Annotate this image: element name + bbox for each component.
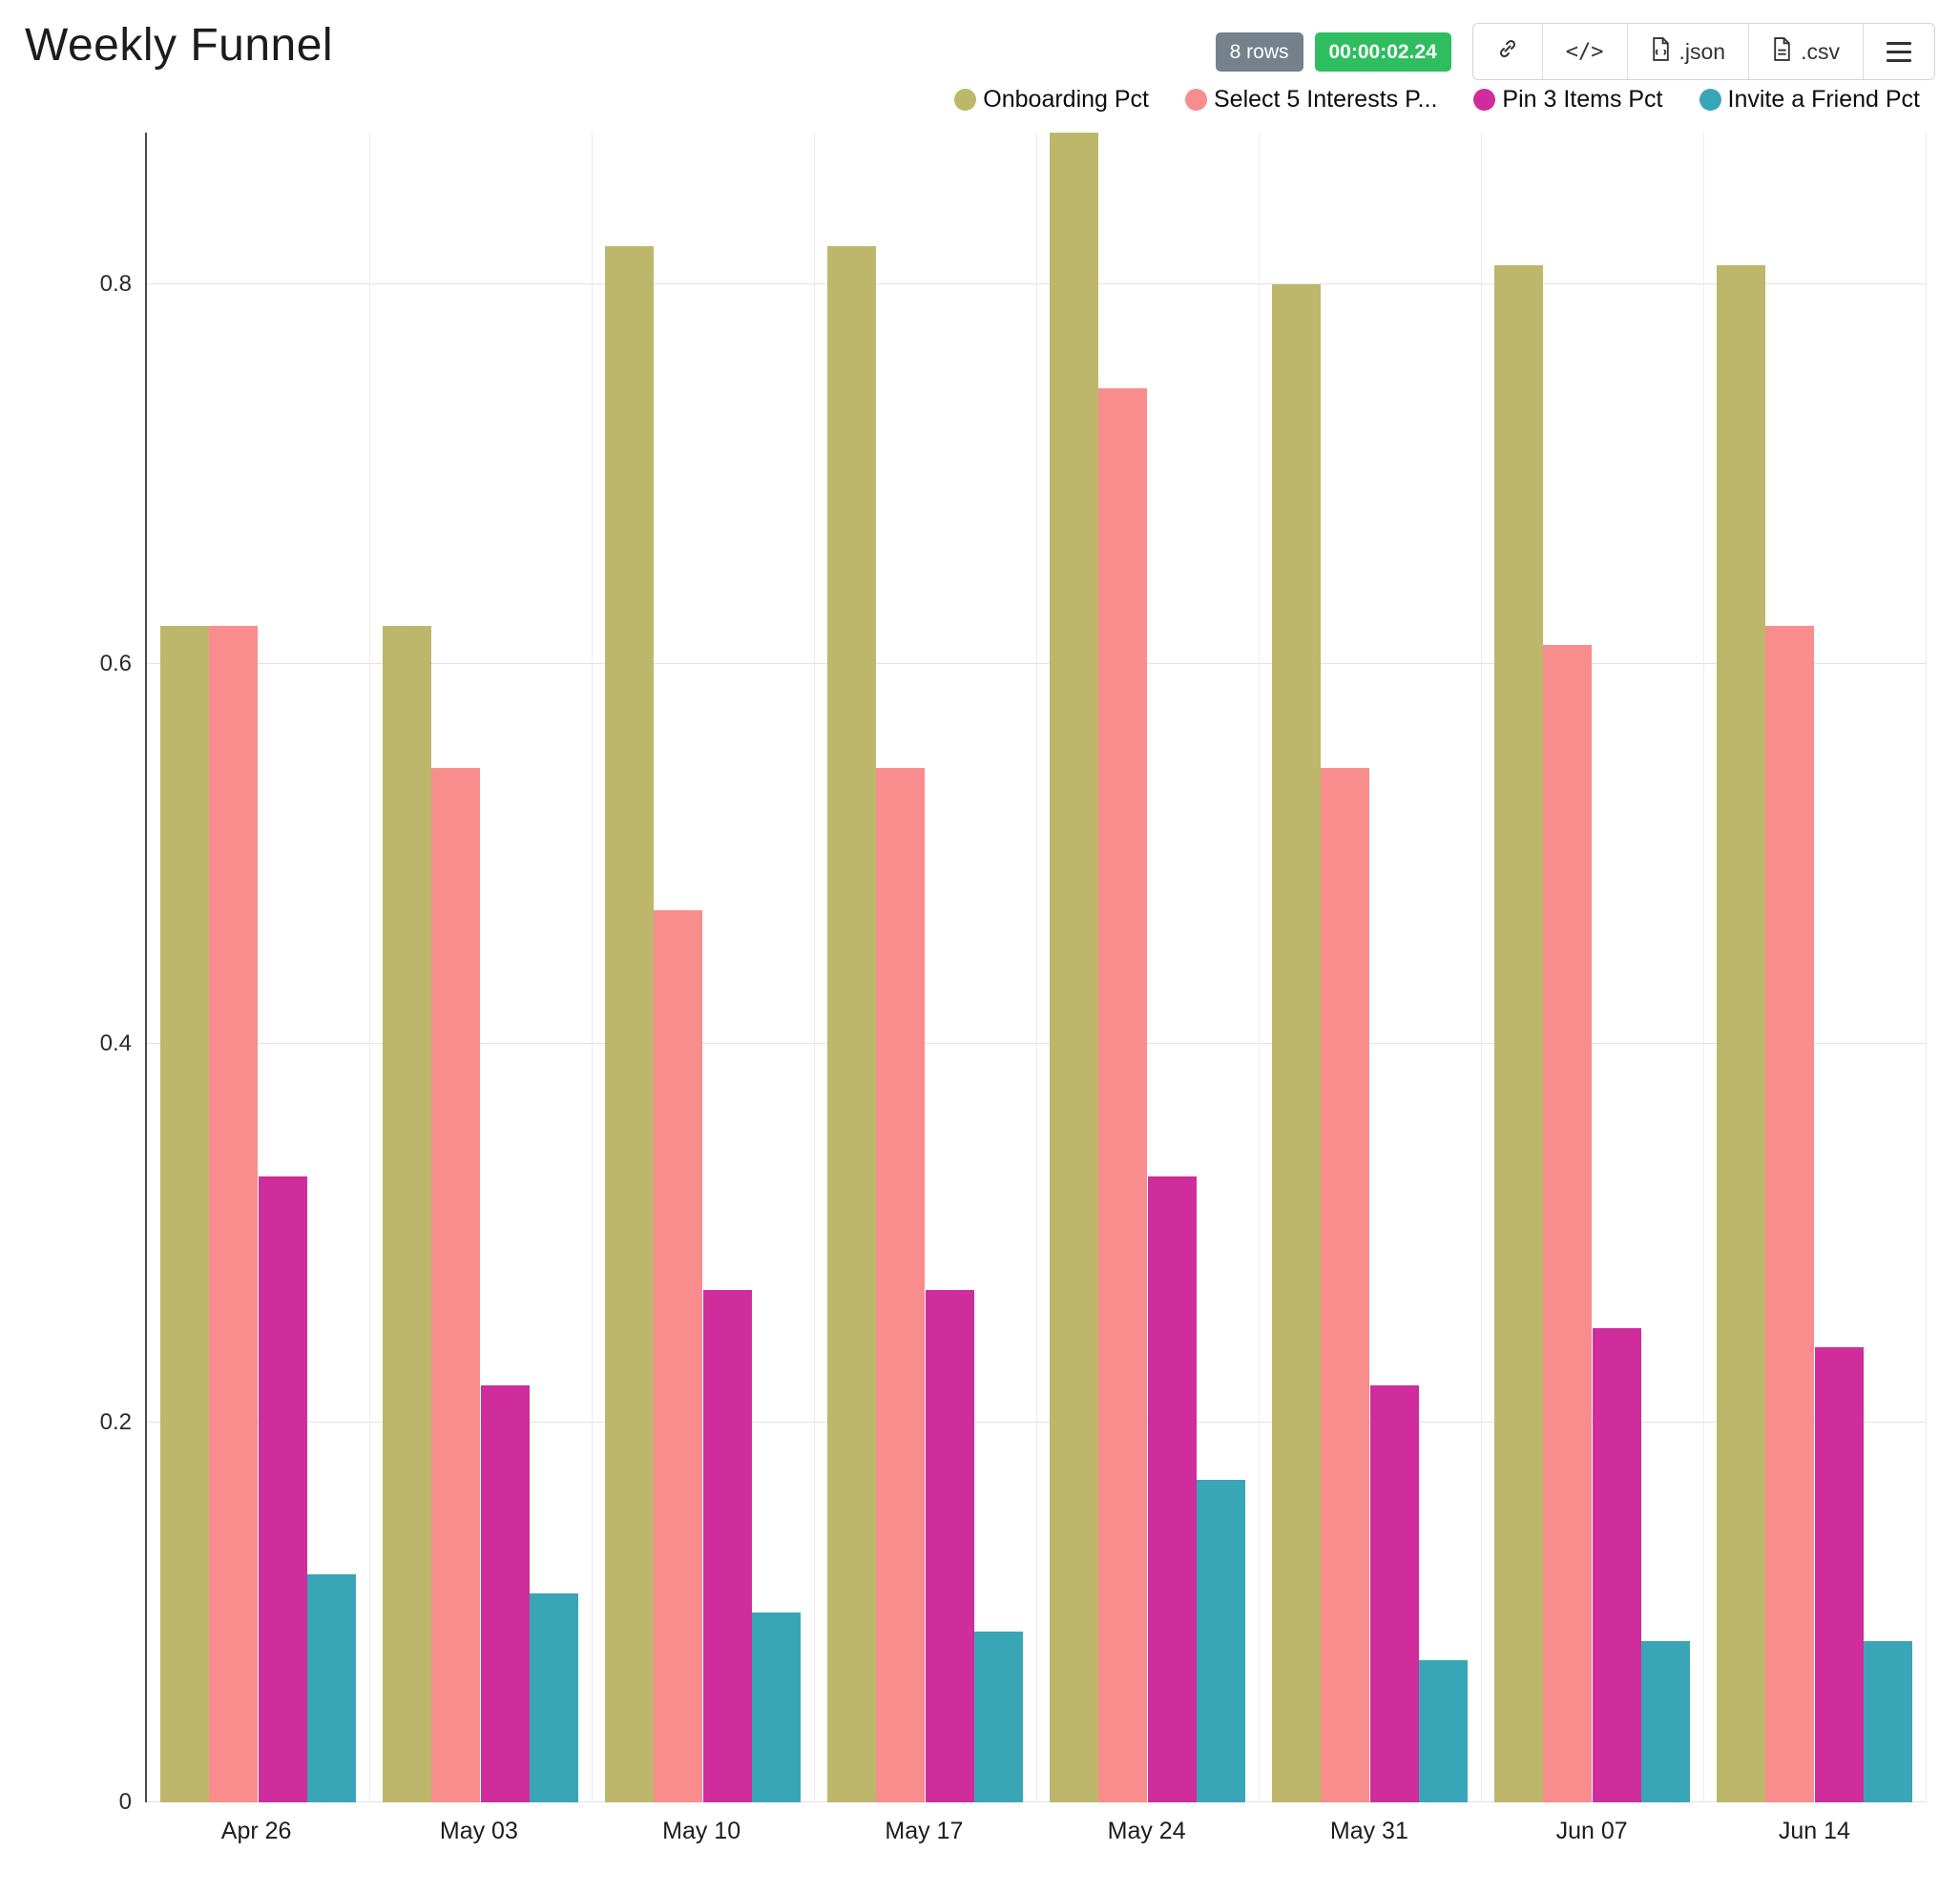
x-axis-label: Jun 14 bbox=[1778, 1818, 1850, 1844]
v-gridline bbox=[814, 133, 815, 1802]
x-axis-label: May 10 bbox=[662, 1818, 741, 1844]
header: Weekly Funnel 8 rows 00:00:02.24 </> bbox=[0, 0, 1960, 80]
chart-legend: Onboarding Pct Select 5 Interests P... Pin… bbox=[0, 86, 1920, 114]
y-axis-label: 0.6 bbox=[99, 650, 132, 676]
bar-pin-3-items-pct-jun-14 bbox=[1814, 1346, 1864, 1802]
link-icon bbox=[1496, 37, 1519, 66]
y-axis-label: 0.2 bbox=[99, 1409, 132, 1436]
v-gridline bbox=[592, 133, 593, 1802]
csv-button-label: .csv bbox=[1801, 38, 1840, 64]
bar-invite-a-friend-pct-apr-26 bbox=[306, 1574, 356, 1802]
y-axis-label: 0 bbox=[118, 1789, 132, 1815]
y-axis-label: 0.8 bbox=[99, 271, 132, 298]
plot-wrap: 0 0.2 0.4 0.6 0.8 bbox=[100, 133, 1927, 1815]
y-axis-label: 0.4 bbox=[99, 1030, 132, 1056]
bar-select-5-interests-p-jun-07 bbox=[1543, 644, 1593, 1802]
legend-item-onboarding-pct[interactable]: Onboarding Pct bbox=[954, 86, 1149, 114]
plot: 0 0.2 0.4 0.6 0.8 bbox=[100, 133, 1927, 1815]
json-button-label: .json bbox=[1679, 38, 1726, 64]
bar-invite-a-friend-pct-jun-14 bbox=[1863, 1640, 1912, 1802]
bar-select-5-interests-p-may-24 bbox=[1098, 388, 1148, 1802]
x-axis-label: May 17 bbox=[885, 1818, 964, 1844]
legend-dot-icon bbox=[1699, 89, 1721, 111]
chart-area: Onboarding Pct Select 5 Interests P... Pin… bbox=[0, 86, 1960, 1856]
bar-onboarding-pct-jun-07 bbox=[1493, 265, 1544, 1802]
bar-invite-a-friend-pct-may-31 bbox=[1418, 1659, 1468, 1802]
x-axis: Apr 26 May 03 May 10 May 17 May 24 May 31 Jun … bbox=[145, 1802, 1926, 1856]
json-file-icon bbox=[1651, 36, 1671, 67]
bar-pin-3-items-pct-jun-07 bbox=[1592, 1327, 1641, 1802]
bar-invite-a-friend-pct-may-10 bbox=[751, 1612, 801, 1802]
legend-item-select-5-interests-p[interactable]: Select 5 Interests P... bbox=[1185, 86, 1437, 114]
legend-item-pin-3-items-pct[interactable]: Pin 3 Items Pct bbox=[1473, 86, 1663, 114]
bar-select-5-interests-p-may-17 bbox=[876, 768, 926, 1802]
legend-dot-icon bbox=[1185, 89, 1207, 111]
bar-onboarding-pct-apr-26 bbox=[159, 626, 210, 1802]
bar-select-5-interests-p-apr-26 bbox=[209, 626, 259, 1802]
menu-button[interactable] bbox=[1863, 24, 1934, 79]
bar-onboarding-pct-jun-14 bbox=[1716, 265, 1766, 1802]
bar-select-5-interests-p-may-03 bbox=[431, 768, 481, 1802]
show-code-button[interactable]: </> bbox=[1541, 24, 1627, 79]
legend-label: Pin 3 Items Pct bbox=[1502, 86, 1663, 113]
code-icon: </> bbox=[1565, 39, 1604, 64]
x-axis-label: May 31 bbox=[1329, 1818, 1408, 1844]
download-json-button[interactable]: .json bbox=[1626, 24, 1749, 79]
bar-onboarding-pct-may-31 bbox=[1271, 284, 1322, 1802]
x-axis-label: Jun 07 bbox=[1555, 1818, 1628, 1844]
legend-label: Select 5 Interests P... bbox=[1214, 86, 1438, 113]
bar-pin-3-items-pct-may-31 bbox=[1369, 1384, 1419, 1802]
page-title: Weekly Funnel bbox=[25, 20, 334, 71]
v-gridline bbox=[1036, 133, 1037, 1802]
rows-count-badge: 8 rows bbox=[1215, 31, 1303, 72]
v-gridline bbox=[1259, 133, 1260, 1802]
bar-onboarding-pct-may-03 bbox=[382, 626, 432, 1802]
v-gridline bbox=[1926, 133, 1927, 1802]
legend-dot-icon bbox=[1473, 89, 1496, 111]
menu-icon bbox=[1887, 41, 1911, 62]
v-gridline bbox=[369, 133, 370, 1802]
timer-badge: 00:00:02.24 bbox=[1314, 31, 1451, 72]
x-axis-label: May 03 bbox=[439, 1818, 518, 1844]
bar-onboarding-pct-may-10 bbox=[604, 246, 655, 1802]
legend-dot-icon bbox=[954, 89, 977, 111]
bar-onboarding-pct-may-24 bbox=[1049, 133, 1099, 1802]
link-button[interactable] bbox=[1472, 24, 1542, 79]
bar-pin-3-items-pct-apr-26 bbox=[258, 1175, 307, 1802]
v-gridline bbox=[1481, 133, 1482, 1802]
bar-pin-3-items-pct-may-10 bbox=[702, 1290, 752, 1802]
x-axis-label: Apr 26 bbox=[220, 1818, 292, 1844]
bar-pin-3-items-pct-may-24 bbox=[1147, 1175, 1197, 1802]
bar-select-5-interests-p-may-10 bbox=[654, 910, 703, 1802]
download-csv-button[interactable]: .csv bbox=[1748, 24, 1863, 79]
export-button-group: </> .json bbox=[1471, 23, 1935, 80]
legend-label: Invite a Friend Pct bbox=[1727, 86, 1920, 113]
x-axis-label: May 24 bbox=[1107, 1818, 1186, 1844]
csv-file-icon bbox=[1772, 36, 1792, 67]
bar-select-5-interests-p-may-31 bbox=[1321, 768, 1370, 1802]
bar-pin-3-items-pct-may-03 bbox=[480, 1384, 530, 1802]
bar-invite-a-friend-pct-may-17 bbox=[973, 1632, 1023, 1802]
bar-pin-3-items-pct-may-17 bbox=[925, 1290, 974, 1802]
bar-invite-a-friend-pct-jun-07 bbox=[1640, 1640, 1690, 1802]
bar-invite-a-friend-pct-may-24 bbox=[1196, 1479, 1245, 1802]
legend-label: Onboarding Pct bbox=[983, 86, 1149, 113]
bar-invite-a-friend-pct-may-03 bbox=[529, 1593, 578, 1802]
bar-select-5-interests-p-jun-14 bbox=[1765, 626, 1815, 1802]
v-gridline bbox=[1703, 133, 1704, 1802]
bar-onboarding-pct-may-17 bbox=[826, 246, 877, 1802]
header-toolbar: 8 rows 00:00:02.24 </> bbox=[1215, 23, 1935, 80]
legend-item-invite-a-friend-pct[interactable]: Invite a Friend Pct bbox=[1699, 86, 1920, 114]
